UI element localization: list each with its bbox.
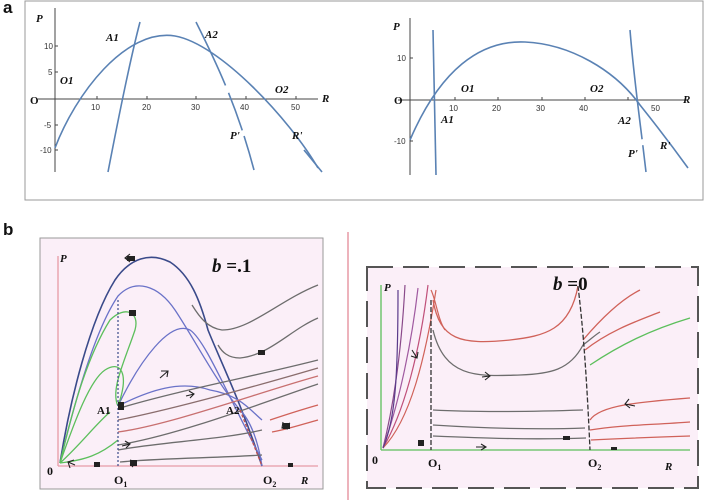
a-right-xtick: 40 <box>579 104 588 113</box>
a-left-ytick: 10 <box>44 42 53 51</box>
a-left-xtick: 40 <box>240 103 249 112</box>
a-left-r-tail <box>303 149 323 173</box>
a-left-r-nullcline <box>54 34 319 169</box>
a-right-ytick: -10 <box>394 137 406 146</box>
b-left-separatrix <box>59 256 263 467</box>
b-right-y-label: P <box>384 282 391 294</box>
b-right-o2: O2 <box>588 456 601 472</box>
b-left-x-label: R <box>300 475 308 487</box>
a-right-p-nullcline-right <box>629 29 647 173</box>
a-left-curve-r: R' <box>291 130 302 142</box>
a-right-xtick: 20 <box>492 104 501 113</box>
panel-a-left-plot: 10 5 -5 -10 10 20 30 40 50 P R O A1 A2 O… <box>30 8 329 173</box>
a-left-ytick: -10 <box>40 146 52 155</box>
b-left-y-label: P <box>60 253 67 265</box>
a-left-xtick: 50 <box>291 103 300 112</box>
a-left-xtick: 10 <box>91 103 100 112</box>
b-right-frame <box>366 266 699 489</box>
a-right-point-a2: A2 <box>617 115 631 127</box>
a-left-p-nullcline-right <box>195 21 255 171</box>
panel-b-right-plot: b =0 P R 0 O1 O2 <box>366 266 699 489</box>
b-right-title: b =0 <box>553 274 588 295</box>
a-left-ytick: 5 <box>48 68 53 77</box>
a-right-x-label: R <box>682 94 690 106</box>
a-right-origin: O <box>394 95 403 107</box>
b-right-o1: O1 <box>428 456 441 472</box>
a-right-ytick: 10 <box>397 54 406 63</box>
a-right-y-label: P <box>393 21 400 33</box>
a-left-point-o1: O1 <box>60 75 73 87</box>
panel-letter-a: a <box>3 0 13 17</box>
b-left-origin: 0 <box>47 464 53 478</box>
a-left-xtick: 30 <box>191 103 200 112</box>
panel-letter-b: b <box>3 220 14 239</box>
b-left-a1: A1 <box>97 405 110 417</box>
a-left-point-o2: O2 <box>275 84 289 96</box>
a-right-r-nullcline <box>409 41 689 169</box>
a-right-point-a1: A1 <box>440 114 454 126</box>
a-right-point-o1: O1 <box>461 83 474 95</box>
b-left-o1: O1 <box>114 473 127 489</box>
panel-b-left-plot: b =.1 P R 0 O1 O2 A1 A2 <box>39 237 324 490</box>
a-left-point-a1: A1 <box>105 32 119 44</box>
b-right-origin: 0 <box>372 453 378 467</box>
a-right-xtick: 30 <box>536 104 545 113</box>
b-left-title: b =.1 <box>212 256 251 277</box>
a-left-curve-p: P' <box>230 130 240 142</box>
a-left-point-a2: A2 <box>204 29 218 41</box>
b-right-x-label: R <box>664 461 672 473</box>
a-right-curve-r: R' <box>659 140 670 152</box>
a-left-xtick: 20 <box>142 103 151 112</box>
b-left-a2: A2 <box>226 405 240 417</box>
a-right-p-nullcline-left <box>432 29 437 176</box>
a-left-ytick: -5 <box>44 121 52 130</box>
a-left-p-nullcline-left <box>107 21 141 173</box>
a-right-xtick: 10 <box>449 104 458 113</box>
a-right-point-o2: O2 <box>590 83 604 95</box>
a-right-xtick: 50 <box>651 104 660 113</box>
a-right-curve-p: P' <box>628 148 638 160</box>
panel-a-right-plot: 10 -10 10 20 30 40 50 P R O O1 A1 O2 A2 … <box>393 18 690 176</box>
a-left-y-label: P <box>36 13 43 25</box>
a-left-x-label: R <box>321 93 329 105</box>
b-left-o2: O2 <box>263 473 276 489</box>
a-left-origin: O <box>30 95 39 107</box>
